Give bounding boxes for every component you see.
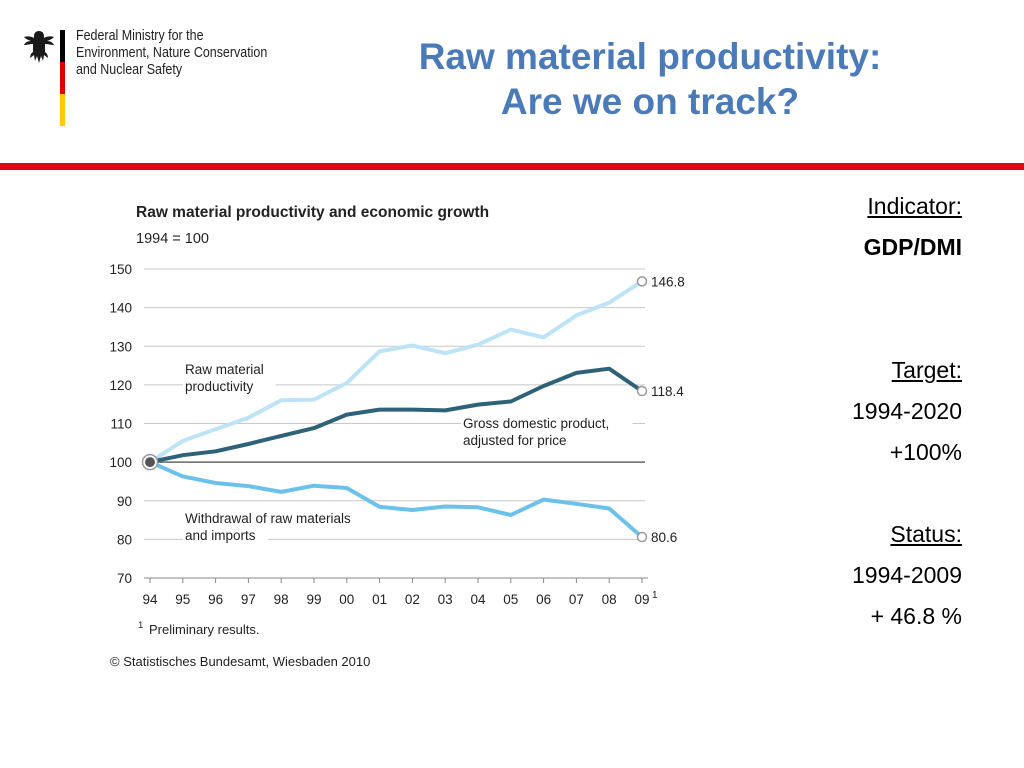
y-tick-label: 90 — [117, 494, 132, 509]
x-tick-label: 97 — [241, 592, 256, 607]
source-note: © Statistisches Bundesamt, Wiesbaden 201… — [110, 654, 370, 669]
y-tick-label: 70 — [117, 571, 132, 586]
footnote-text: Preliminary results. — [149, 622, 260, 637]
ministry-line: and Nuclear Safety — [76, 62, 183, 78]
x-tick-label: 96 — [208, 592, 223, 607]
indicator-panel: Indicator: GDP/DMI Target: 1994-2020 +10… — [702, 186, 962, 637]
y-tick-label: 80 — [117, 532, 132, 547]
y-tick-label: 110 — [110, 417, 132, 432]
status-value: + 46.8 % — [870, 603, 962, 629]
footnote-marker: 1 — [138, 620, 143, 631]
indicator-value: GDP/DMI — [863, 234, 962, 260]
y-tick-label: 130 — [109, 339, 132, 354]
x-tick-label: 05 — [503, 592, 518, 607]
series-label: adjusted for price — [463, 433, 567, 448]
series-line-1 — [148, 366, 644, 465]
series-end-label: 118.4 — [651, 384, 684, 399]
series-label-bg — [183, 527, 269, 544]
chart-subtitle: 1994 = 100 — [136, 231, 209, 247]
chart-title: Raw material productivity and economic g… — [136, 204, 489, 221]
status-period: 1994-2009 — [852, 562, 962, 588]
indicator-label: Indicator: — [867, 193, 962, 219]
y-tick-label: 150 — [109, 262, 132, 277]
series-line-2 — [148, 460, 644, 540]
series-label: Withdrawal of raw materials — [185, 511, 351, 526]
series-end-marker — [636, 385, 648, 397]
y-tick-label: 100 — [109, 455, 132, 470]
chart-figure: Raw material productivity and economic g… — [100, 188, 700, 678]
series-end-marker — [636, 531, 648, 543]
x-tick-label: 07 — [569, 592, 584, 607]
status-label: Status: — [890, 521, 962, 547]
series-line-0 — [148, 279, 644, 465]
start-marker-dot — [145, 457, 155, 468]
ministry-line: Federal Ministry for the — [76, 28, 204, 44]
series-label-bg — [183, 510, 384, 527]
x-tick-label: 00 — [339, 592, 354, 607]
x-tick-footnote-marker: 1 — [652, 590, 658, 601]
series-label: Raw material — [185, 362, 264, 377]
y-tick-label: 120 — [109, 378, 132, 393]
x-tick-label: 95 — [175, 592, 190, 607]
target-label: Target: — [891, 357, 962, 383]
line-chart: Raw material productivity and economic g… — [109, 204, 685, 669]
x-tick-label: 06 — [536, 592, 551, 607]
header-divider — [0, 163, 1024, 170]
target-value: +100% — [889, 439, 962, 465]
series-label: and imports — [185, 528, 256, 543]
slide-header: Federal Ministry for the Environment, Na… — [0, 0, 1024, 163]
series-label-bg — [461, 432, 597, 449]
x-tick-label: 02 — [405, 592, 420, 607]
x-tick-label: 98 — [274, 592, 289, 607]
x-tick-label: 94 — [142, 592, 158, 607]
slide-title-line2: Are we on track? — [500, 81, 800, 122]
federal-eagle-icon — [24, 31, 54, 63]
series-label: Gross domestic product, — [463, 416, 609, 431]
x-tick-label: 04 — [470, 592, 486, 607]
target-period: 1994-2020 — [852, 398, 962, 424]
x-tick-label: 08 — [602, 592, 617, 607]
german-flag-bar — [60, 30, 65, 126]
y-tick-label: 140 — [109, 301, 132, 316]
x-tick-label: 99 — [306, 592, 321, 607]
x-tick-label: 01 — [372, 592, 387, 607]
series-label-bg — [461, 415, 633, 432]
x-tick-label: 03 — [438, 592, 453, 607]
ministry-name: Federal Ministry for the Environment, Na… — [76, 28, 274, 79]
series-end-label: 146.8 — [651, 274, 685, 289]
slide-title: Raw material productivity: Are we on tra… — [300, 34, 1000, 124]
slide-title-line1: Raw material productivity: — [418, 36, 882, 77]
series-end-label: 80.6 — [651, 530, 677, 545]
series-label: productivity — [185, 379, 254, 394]
series-end-marker — [636, 276, 648, 287]
x-tick-label: 09 — [634, 592, 649, 607]
series-label-bg — [183, 378, 276, 395]
series-label-bg — [183, 361, 276, 378]
ministry-line: Environment, Nature Conservation — [76, 45, 268, 61]
